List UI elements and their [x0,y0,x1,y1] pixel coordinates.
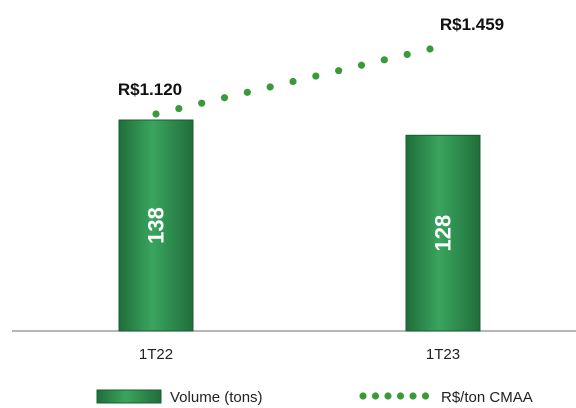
x-tick-label: 1T23 [426,346,460,363]
line-value-label: R$1.120 [118,80,182,99]
legend-dot [421,392,430,400]
line-dot [335,67,343,75]
line-dot [266,83,274,91]
bar-value-label: 138 [144,207,169,244]
legend-label-volume: Volume (tons) [170,389,263,406]
line-layer: R$1.120 R$1.459 [118,15,504,118]
line-dot [198,99,206,107]
bars-layer: 138 128 [118,119,481,332]
legend-dot [396,392,405,400]
bar-1T23 [405,134,481,332]
legend-dot [359,392,367,400]
ticks-layer: 1T22 1T23 [139,346,460,363]
legend: Volume (tons) R$/ton CMAA [96,389,533,406]
bar-value-label: 128 [431,215,456,252]
x-tick-label: 1T22 [139,346,173,363]
legend-label-price: R$/ton CMAA [441,389,533,406]
legend-dot [409,392,417,400]
line-dot [403,50,411,59]
line-dot [380,56,388,64]
line-value-label: R$1.459 [440,15,504,34]
line-dot [220,94,229,102]
legend-dot [384,392,392,400]
line-dot [243,88,251,96]
line-dot [312,72,320,80]
line-dot [152,110,160,118]
legend-swatch-price [359,392,430,400]
line-dot [426,45,434,53]
legend-dot [371,392,380,400]
line-dot [357,61,366,69]
line-dot [289,77,297,86]
legend-swatch-volume [96,389,162,404]
bar-1T22 [118,119,194,332]
line-dot [175,104,183,113]
